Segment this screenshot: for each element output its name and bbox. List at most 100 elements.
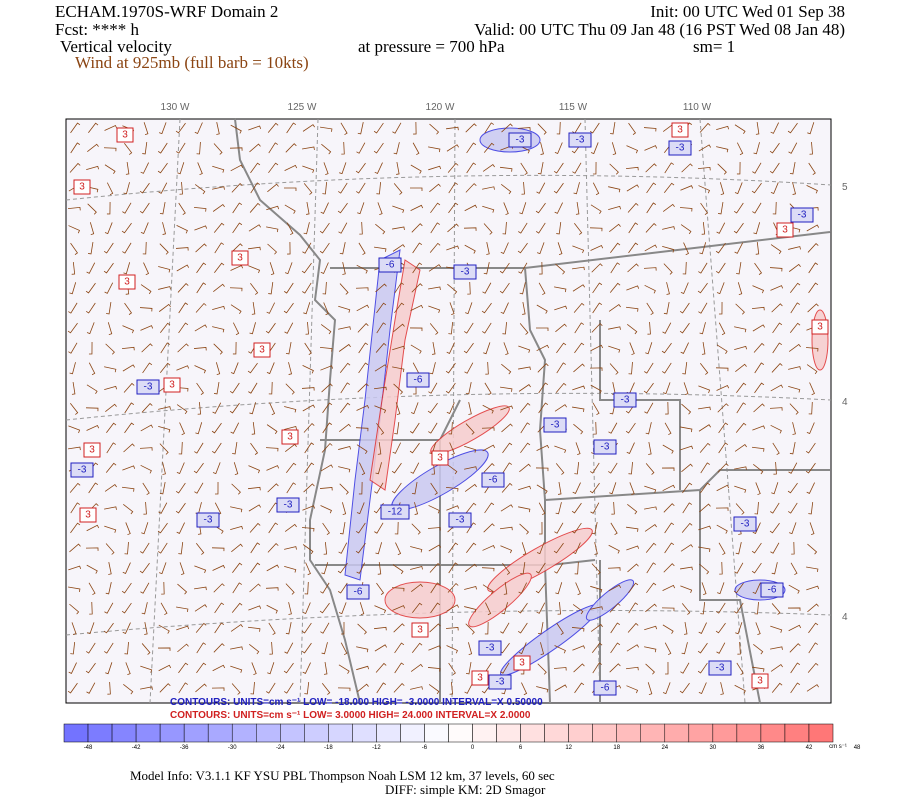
wind-barb	[518, 642, 527, 655]
wind-barb	[716, 344, 728, 354]
wind-barb	[251, 421, 256, 435]
wind-barb	[697, 642, 708, 654]
contour-label-box	[613, 392, 637, 408]
wind-barb	[319, 346, 333, 352]
colorbar-cell	[207, 723, 233, 743]
wind-barb	[718, 301, 723, 315]
wind-barb	[465, 502, 477, 513]
wind-barb	[144, 622, 148, 635]
wind-barb	[193, 206, 207, 212]
wind-barb	[103, 262, 114, 274]
wind-barb	[107, 322, 113, 335]
wind-barb	[753, 222, 761, 235]
wind-barb	[160, 342, 170, 354]
wind-barb	[284, 523, 297, 532]
wind-barb	[735, 303, 745, 315]
wind-barb	[700, 462, 710, 474]
wind-barb	[394, 521, 399, 535]
wind-barb	[248, 504, 262, 512]
wind-barb	[195, 683, 207, 693]
contour-label: -3	[204, 515, 213, 526]
wind-barb	[608, 345, 621, 353]
wind-barb	[537, 123, 547, 135]
wind-barb	[573, 423, 584, 435]
wind-barb	[790, 562, 798, 576]
wind-barb	[376, 582, 385, 595]
wind-barb	[427, 667, 441, 672]
wind-barb	[302, 662, 311, 674]
wind-barb	[518, 506, 531, 513]
colorbar-cell	[640, 723, 666, 743]
contour-label: -3	[798, 210, 807, 221]
colorbar-cell	[183, 723, 209, 743]
wind-barb	[716, 484, 730, 492]
wind-barb	[321, 143, 332, 155]
wind-barb	[481, 302, 492, 314]
wind-barb	[790, 662, 801, 674]
wind-barb	[503, 582, 508, 595]
wind-barb	[591, 563, 601, 575]
wind-barb	[85, 547, 99, 551]
wind-barb	[646, 302, 654, 316]
wind-barb	[230, 422, 240, 434]
wind-barb	[394, 642, 405, 654]
wind-barb	[483, 223, 493, 235]
init-time: Init: 00 UTC Wed 01 Sep 38	[650, 2, 845, 21]
wind-barb	[338, 343, 351, 352]
colorbar: -48 -42 -36 -30 -24 -18 -12 -6 0 6 12 18 24 30 36 42 48	[63, 723, 861, 751]
wind-barb	[107, 681, 111, 695]
wind-barb	[142, 141, 148, 155]
wind-barb	[662, 203, 675, 212]
wind-barb	[301, 642, 312, 654]
wind-barb	[248, 246, 261, 251]
wind-barb	[284, 406, 297, 413]
wind-barb	[628, 242, 639, 254]
colorbar-cell	[808, 723, 834, 743]
wind-barb	[359, 462, 366, 476]
wind-barb	[554, 645, 566, 654]
wind-barb	[69, 362, 76, 375]
wind-barb	[465, 183, 477, 193]
wind-barb	[698, 302, 708, 314]
wind-barb	[556, 221, 562, 235]
wind-barb	[736, 161, 741, 175]
wind-barb	[320, 126, 333, 132]
wind-barb	[341, 502, 347, 515]
wind-barb	[216, 122, 220, 135]
contour-label-box	[751, 673, 769, 689]
wind-barb	[735, 363, 747, 373]
wind-barb	[321, 383, 333, 393]
wind-barb	[536, 182, 546, 194]
wind-barb	[305, 321, 309, 335]
wind-barb	[463, 227, 477, 231]
wind-barb	[500, 545, 513, 554]
wind-barb	[445, 627, 459, 631]
wind-barb	[807, 242, 819, 253]
wind-barb	[771, 363, 783, 373]
wind-barb	[284, 642, 294, 654]
wind-barb	[465, 123, 477, 133]
wind-barb	[122, 242, 132, 254]
wind-barb	[410, 304, 424, 311]
wind-barb	[158, 303, 171, 312]
wind-barb	[339, 522, 346, 535]
wind-barb	[409, 442, 420, 454]
wind-barb	[428, 645, 442, 651]
wind-barb	[554, 286, 567, 293]
wind-barb	[556, 342, 567, 354]
wind-barb	[788, 366, 801, 370]
wind-barb	[736, 142, 744, 156]
wind-barb	[609, 603, 621, 613]
wind-barb	[626, 145, 639, 154]
contour-label: -6	[768, 585, 777, 596]
wind-barb	[124, 422, 135, 434]
wind-barb	[159, 243, 169, 255]
contour-label: -3	[496, 677, 505, 688]
wind-barb	[682, 482, 693, 494]
wind-barb	[176, 264, 190, 272]
wind-barb	[214, 481, 219, 495]
wind-barb	[340, 402, 351, 414]
wind-barb	[446, 126, 459, 131]
wind-barb	[431, 461, 435, 475]
wind-barb	[320, 622, 330, 634]
